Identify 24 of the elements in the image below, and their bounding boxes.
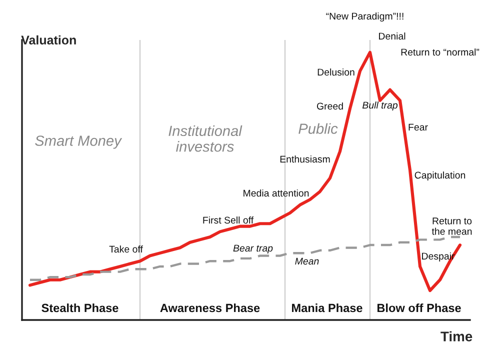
x-axis-title: Time xyxy=(440,331,472,342)
y-axis-title: Valuation xyxy=(21,35,76,45)
annotation: Public xyxy=(298,123,338,134)
annotation: Fear xyxy=(408,124,428,131)
annotation: Stealth Phase xyxy=(42,303,118,312)
annotation: Greed xyxy=(316,102,343,110)
annotation: Institutional investors xyxy=(168,125,242,152)
annotation: Bull trap xyxy=(362,101,398,111)
text: “New Paradigm”!!! xyxy=(326,12,404,22)
annotation: Mania Phase xyxy=(292,303,362,312)
annotation: Return to the mean xyxy=(432,218,472,235)
annotation: Capitulation xyxy=(414,171,466,181)
annotation: Return to “normal” xyxy=(401,48,480,56)
annotation: Awareness Phase xyxy=(160,303,260,312)
annotation: Blow off Phase xyxy=(377,303,461,312)
annotation: Bear trap xyxy=(233,244,273,254)
annotation: Enthusiasm xyxy=(280,155,330,163)
annotation: Take off xyxy=(109,245,143,253)
text: Denial xyxy=(379,32,406,40)
annotation: First Sell off xyxy=(203,216,254,224)
annotation: Smart Money xyxy=(35,136,122,149)
annotation: Mean xyxy=(295,258,319,265)
annotation: Delusion xyxy=(318,68,354,76)
annotation: Media attention xyxy=(244,189,309,197)
